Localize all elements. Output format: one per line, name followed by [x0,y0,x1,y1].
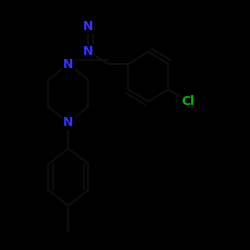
Text: N: N [63,116,74,129]
Text: N: N [83,45,94,58]
Text: N: N [83,20,94,33]
Text: N: N [63,58,74,70]
Text: Cl: Cl [182,95,195,108]
